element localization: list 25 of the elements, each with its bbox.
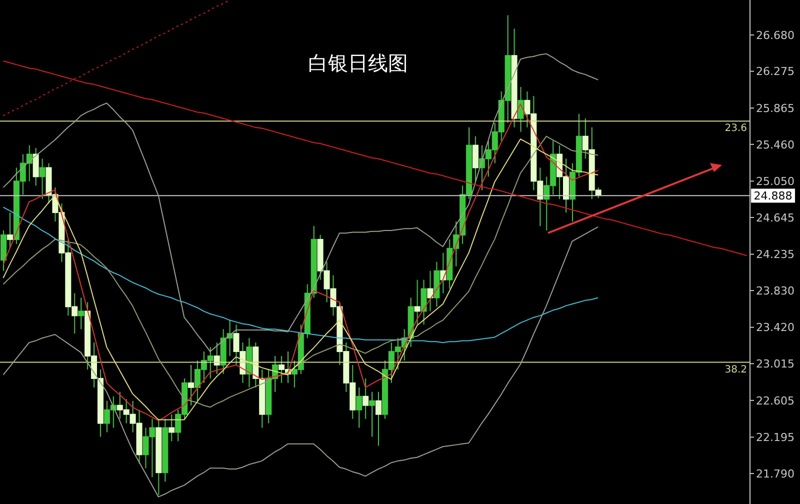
- y-tick-label: 25.460: [756, 138, 794, 152]
- y-tick-label: 23.420: [756, 321, 794, 334]
- annotation: 38.2: [724, 364, 747, 376]
- line-series: [2, 53, 599, 352]
- y-tick-label: 24.235: [756, 248, 794, 262]
- candlestick: [39, 158, 46, 200]
- candlestick: [420, 279, 427, 326]
- y-tick-label: 21.790: [756, 467, 794, 480]
- y-tick-label: 22.195: [756, 431, 794, 444]
- ref-line-label: 24.888: [754, 190, 792, 203]
- y-tick-label: 26.275: [756, 65, 794, 78]
- candlestick: [78, 297, 84, 330]
- line-series: [2, 226, 599, 498]
- line-series: [2, 0, 230, 116]
- y-tick-label: 25.050: [756, 175, 794, 188]
- y-tick-label: 24.645: [756, 211, 794, 224]
- candlestick: [356, 386, 362, 428]
- text: 白银日线图: [307, 50, 409, 77]
- y-tick-label: 22.605: [756, 394, 794, 408]
- y-tick-label: 25.865: [756, 102, 794, 115]
- annotation: 23.6: [724, 123, 747, 134]
- candlestick: [369, 391, 376, 438]
- y-tick-label: 26.680: [756, 28, 794, 42]
- y-tick-label: 23.830: [756, 284, 794, 298]
- y-tick-label: 23.015: [756, 358, 794, 371]
